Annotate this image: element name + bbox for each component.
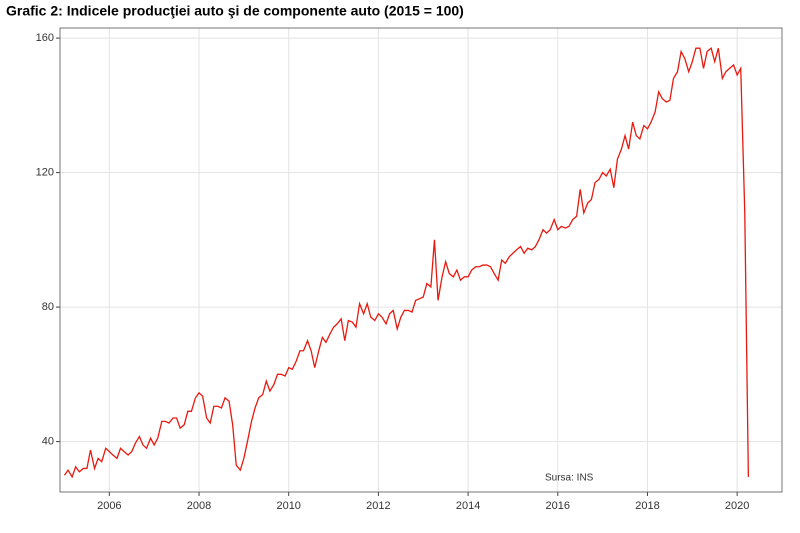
x-tick-label: 2018 [635,500,659,512]
x-tick-label: 2016 [546,500,570,512]
line [63,47,750,479]
y-tick-label: 80 [42,301,54,313]
annotation: Sursa: INS [545,473,594,484]
y-tick-label: 40 [42,435,54,447]
y-tick-label: 160 [36,32,54,44]
plot-frame [59,27,783,493]
x-tick-label: 2006 [97,500,121,512]
y-tick-label: 120 [36,166,54,178]
chart-title: Grafic 2: Indicele producţiei auto şi de… [6,3,464,19]
x-tick-label: 2014 [456,500,480,512]
x-tick-label: 2008 [187,500,211,512]
x-tick-label: 2012 [366,500,390,512]
x-tick-label: 2010 [276,500,300,512]
plot-background [60,28,782,492]
x-tick-label: 2020 [725,500,749,512]
